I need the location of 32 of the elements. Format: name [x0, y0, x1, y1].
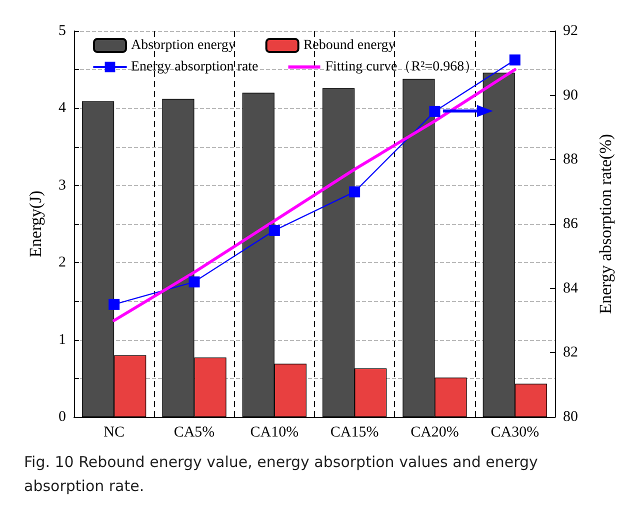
legend-label: Fitting curve（R²=0.968）	[325, 60, 478, 74]
y-tick-label: 4	[58, 100, 66, 116]
legend-label: Energy absorption rate	[131, 60, 258, 74]
legend-label: Absorption energy	[131, 38, 236, 53]
legend-label: Rebound energy	[303, 38, 396, 53]
y2-tick-label: 84	[563, 280, 578, 296]
y-tick-label: 5	[58, 23, 66, 39]
y-tick-label: 3	[58, 177, 66, 194]
y2-tick-label: 86	[563, 216, 578, 232]
point	[108, 298, 120, 310]
x-tick-label: CA20%	[410, 424, 459, 440]
x-tick-label: CA5%	[174, 424, 215, 440]
y-axis-title: Energy(J)	[26, 190, 45, 258]
caption: Fig. 10 Rebound energy value, energy absorption values and energy absorption rate.	[24, 452, 539, 497]
y2-tick-label: 80	[563, 409, 578, 425]
y2-tick-label: 92	[563, 23, 578, 39]
point	[429, 106, 440, 117]
point	[509, 54, 520, 66]
y-tick-label: 1	[58, 332, 66, 348]
x-tick-label: CA30%	[490, 424, 540, 440]
x-tick-label: CA15%	[330, 424, 379, 440]
y-tick-label: 2	[58, 254, 66, 271]
y2-tick-label: 88	[563, 152, 578, 168]
point	[188, 276, 200, 288]
point	[268, 224, 280, 236]
y-tick-label: 0	[58, 409, 66, 425]
y2-tick-label: 90	[563, 87, 578, 104]
y2-tick-label: 82	[563, 344, 578, 361]
y2-axis-title: Energy absorption rate(%)	[596, 134, 615, 314]
x-tick-label: NC	[104, 424, 125, 440]
x-tick-label: CA10%	[250, 424, 299, 440]
point	[349, 186, 360, 198]
